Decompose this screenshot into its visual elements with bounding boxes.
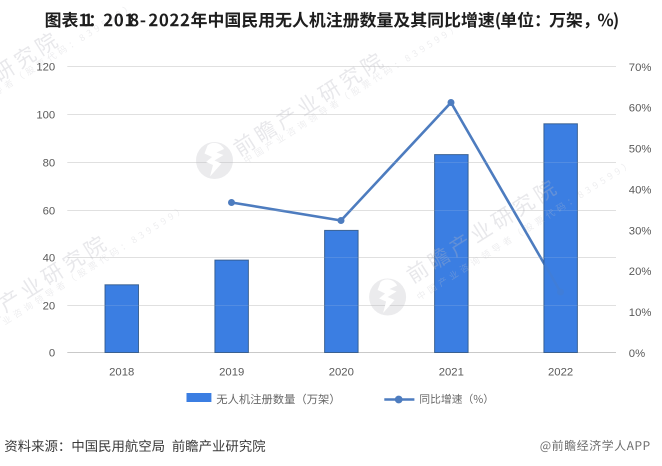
svg-text:100: 100 — [36, 110, 55, 122]
svg-text:40: 40 — [43, 253, 56, 265]
svg-text:20: 20 — [43, 301, 56, 313]
svg-text:20%: 20% — [629, 266, 652, 278]
svg-text:40%: 40% — [629, 184, 652, 196]
svg-text:120: 120 — [36, 62, 55, 74]
svg-text:10%: 10% — [629, 307, 652, 319]
svg-text:0%: 0% — [629, 348, 645, 360]
svg-text:60: 60 — [43, 206, 56, 218]
svg-text:50%: 50% — [629, 144, 652, 156]
svg-text:80: 80 — [43, 158, 56, 170]
svg-text:2020: 2020 — [329, 367, 354, 379]
svg-text:2018: 2018 — [109, 367, 134, 379]
svg-text:60%: 60% — [629, 103, 652, 115]
svg-text:2022: 2022 — [548, 367, 573, 379]
svg-text:0: 0 — [49, 348, 55, 360]
svg-text:2021: 2021 — [439, 367, 464, 379]
svg-text:2019: 2019 — [219, 367, 244, 379]
svg-text:30%: 30% — [629, 225, 652, 237]
svg-text:70%: 70% — [629, 62, 652, 74]
